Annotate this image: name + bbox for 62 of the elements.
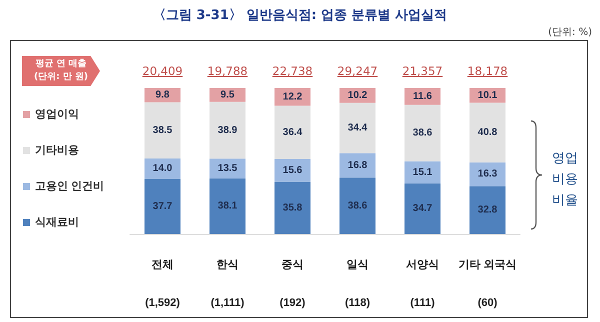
data-label: 38.5 (152, 124, 173, 136)
bar (144, 158, 180, 179)
data-label: 15.6 (282, 164, 303, 176)
category-label: 일식 (118) (344, 259, 370, 309)
bar (404, 183, 440, 234)
category-label: 서양식 (111) (406, 259, 439, 309)
data-label: 14.0 (152, 163, 173, 174)
bar (274, 182, 310, 234)
data-label: 38.1 (218, 200, 238, 212)
data-label: 34.4 (348, 122, 368, 134)
bar (470, 186, 506, 234)
text: 영업 비용 비율 (552, 150, 578, 210)
text: 29,247 (337, 64, 378, 78)
data-label: 40.8 (478, 127, 498, 138)
category-label: 중식 (192) (280, 259, 306, 309)
data-label: 16.3 (478, 168, 498, 180)
bar (274, 88, 310, 106)
data-label: 32.8 (478, 204, 498, 216)
data-label: 38.9 (218, 124, 238, 136)
text: 평균 연 매출 (단위: 만 원) (22, 56, 100, 86)
bar (144, 102, 180, 159)
bar (340, 178, 376, 234)
bar (274, 106, 310, 159)
data-label: 9.8 (156, 90, 170, 101)
data-label: 16.8 (348, 160, 368, 171)
bar (210, 158, 246, 178)
data-label: 12.2 (282, 91, 303, 102)
data-label: 15.1 (412, 166, 433, 178)
bar (470, 162, 506, 186)
bar (340, 153, 376, 178)
text: (단위: %) (548, 26, 592, 39)
data-label: 36.4 (282, 126, 303, 138)
legend-label: 고용인 인건비 (35, 180, 104, 192)
bar (144, 178, 180, 234)
category-label: 전체 (1,592) (145, 259, 180, 309)
data-label: 10.2 (348, 90, 368, 101)
bar (404, 104, 440, 162)
bar (210, 178, 246, 234)
legend-label: 식재료비 (35, 216, 79, 228)
bar (470, 102, 506, 162)
category-label: 한식 (1,111) (210, 259, 244, 309)
bar (210, 102, 246, 159)
bar (340, 102, 376, 154)
legend-label: 기타비용 (35, 144, 79, 156)
data-label: 13.5 (218, 163, 238, 174)
text: 20,409 (142, 64, 183, 78)
text: 22,738 (272, 64, 313, 78)
data-label: 38.6 (348, 200, 368, 212)
data-label: 35.8 (282, 202, 303, 214)
legend-label: 영업이익 (35, 108, 79, 120)
text: 18,178 (467, 64, 508, 78)
data-label: 10.1 (478, 90, 498, 101)
bar (404, 161, 440, 184)
data-label: 34.7 (412, 203, 433, 214)
data-label: 9.5 (220, 89, 235, 100)
category-label: 기타 외국식 (60) (458, 259, 517, 309)
data-label: 38.6 (412, 128, 433, 139)
data-label: 37.7 (152, 200, 173, 212)
text: 19,788 (207, 64, 248, 78)
text: 21,357 (402, 64, 443, 78)
chart-title: 〈그림 3-31〉 일반음식점: 업종 분류별 사업실적 (152, 7, 448, 24)
data-label: 11.6 (413, 90, 432, 102)
